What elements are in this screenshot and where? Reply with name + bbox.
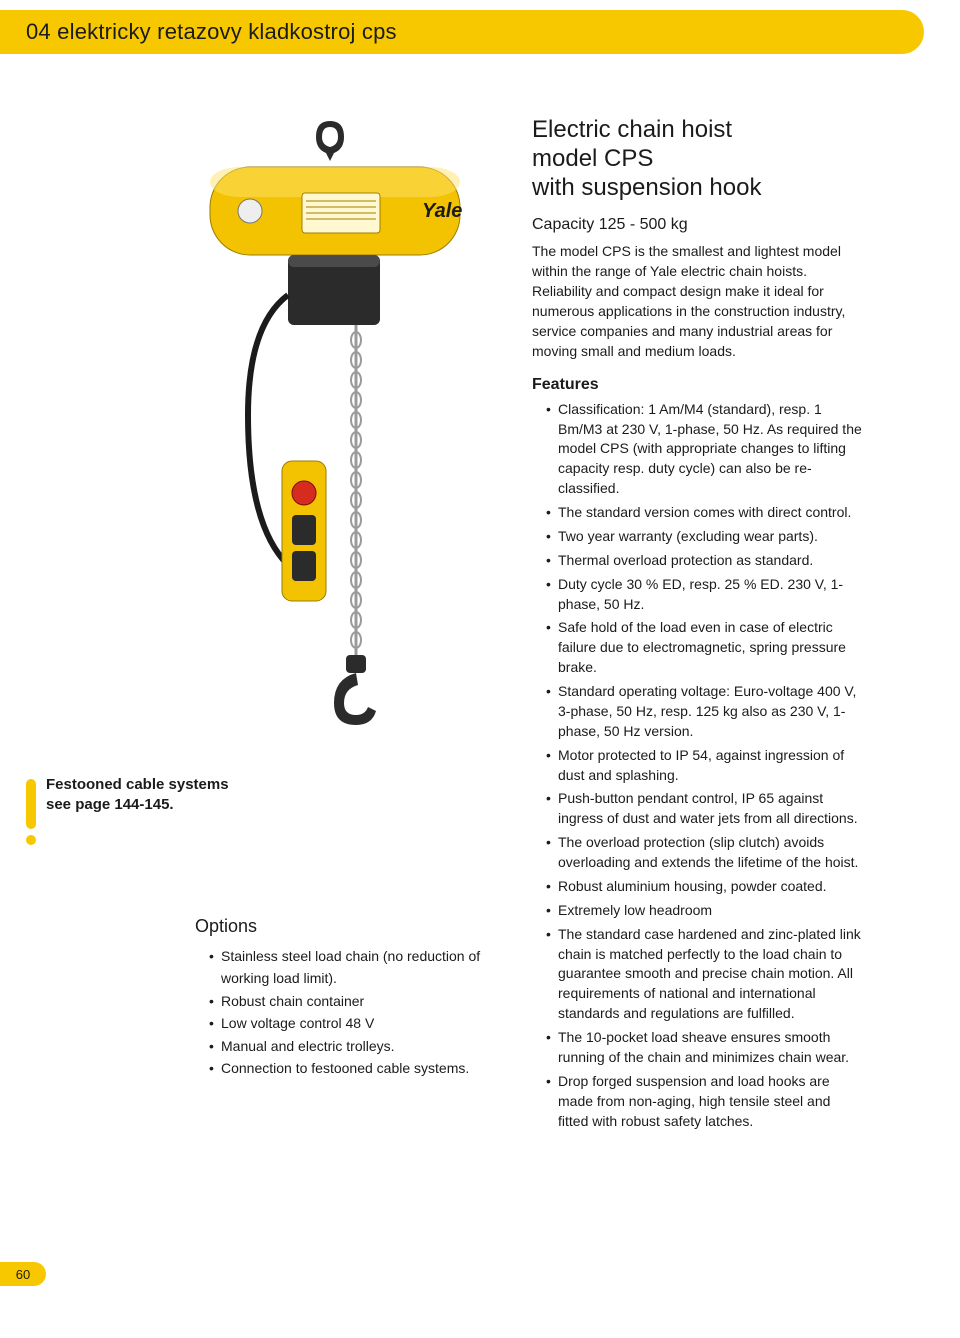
feature-item: Push-button pendant control, IP 65 again… [546,789,862,829]
section-title: 04 elektricky retazovy kladkostroj cps [26,19,397,45]
section-header: 04 elektricky retazovy kladkostroj cps [0,10,924,54]
product-title-line: Electric chain hoist [532,116,862,145]
page-number: 60 [0,1262,46,1286]
product-title: Electric chain hoist model CPS with susp… [532,116,862,202]
options-item: Manual and electric trolleys. [209,1035,510,1057]
features-heading: Features [532,376,862,394]
feature-item: The standard case hardened and zinc-plat… [546,925,862,1024]
feature-item: Two year warranty (excluding wear parts)… [546,527,862,547]
exclamation-icon [26,779,36,845]
page-number-value: 60 [16,1267,30,1282]
feature-item: Standard operating voltage: Euro-voltage… [546,682,862,742]
callout-line: Festooned cable systems [46,775,229,795]
feature-item: Drop forged suspension and load hooks ar… [546,1072,862,1132]
product-title-line: model CPS [532,145,862,174]
info-callout: Festooned cable systems see page 144-145… [26,775,229,845]
options-heading: Options [195,916,510,937]
brand-label: Yale [422,200,462,222]
product-description: Electric chain hoist model CPS with susp… [532,116,862,1135]
feature-item: The overload protection (slip clutch) av… [546,833,862,873]
capacity-line: Capacity 125 - 500 kg [532,216,862,234]
feature-item: Robust aluminium housing, powder coated. [546,877,862,897]
features-list: Classification: 1 Am/M4 (standard), resp… [532,400,862,1132]
feature-item: The 10-pocket load sheave ensures smooth… [546,1028,862,1068]
options-item: Robust chain container [209,990,510,1012]
feature-item: Classification: 1 Am/M4 (standard), resp… [546,400,862,499]
callout-text: Festooned cable systems see page 144-145… [46,775,229,816]
product-title-line: with suspension hook [532,174,862,203]
options-list: Stainless steel load chain (no reduction… [195,945,510,1079]
options-item: Low voltage control 48 V [209,1012,510,1034]
callout-line: see page 144-145. [46,795,229,815]
feature-item: The standard version comes with direct c… [546,503,862,523]
product-illustration: Yale [170,115,490,735]
intro-paragraph: The model CPS is the smallest and lighte… [532,242,862,361]
feature-item: Motor protected to IP 54, against ingres… [546,746,862,786]
options-section: Options Stainless steel load chain (no r… [195,916,510,1079]
options-item: Stainless steel load chain (no reduction… [209,945,510,990]
feature-item: Safe hold of the load even in case of el… [546,618,862,678]
feature-item: Thermal overload protection as standard. [546,551,862,571]
feature-item: Extremely low headroom [546,901,862,921]
options-item: Connection to festooned cable systems. [209,1057,510,1079]
feature-item: Duty cycle 30 % ED, resp. 25 % ED. 230 V… [546,575,862,615]
